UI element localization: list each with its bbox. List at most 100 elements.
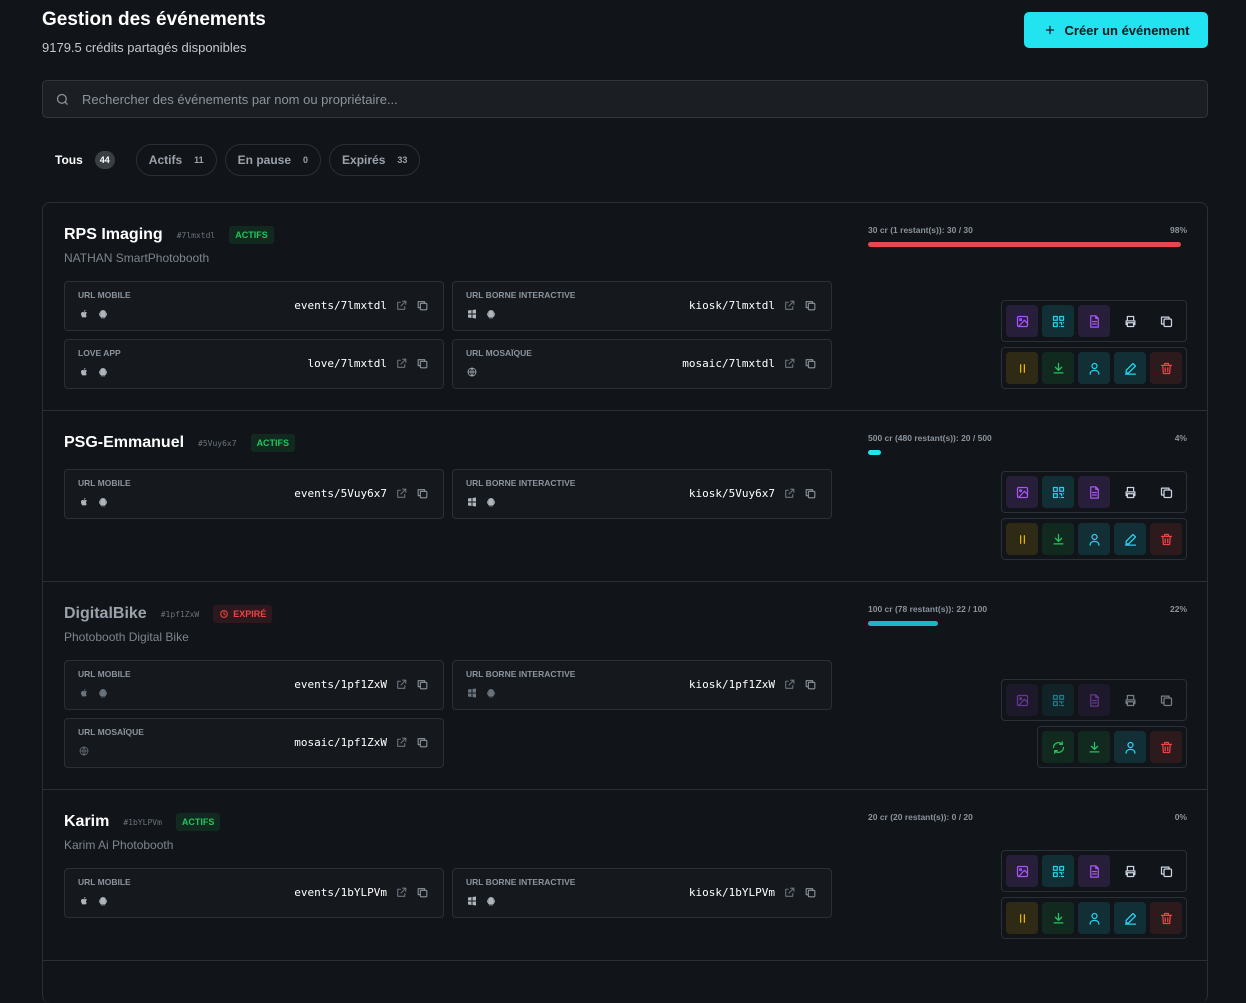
qr-button[interactable] — [1042, 684, 1074, 716]
ext-icon[interactable] — [783, 299, 796, 312]
user-button[interactable] — [1114, 731, 1146, 763]
ext-icon[interactable] — [783, 357, 796, 370]
copy-icon[interactable] — [804, 299, 817, 312]
filter-tab[interactable]: Actifs 11 — [135, 144, 217, 176]
url-grid: URL MOBILE events/1bYLPVm URL BORNE INTERA… — [64, 868, 832, 918]
tab-count: 0 — [303, 155, 309, 165]
url-path-row: mosaic/7lmxtdl — [682, 357, 817, 370]
user-button[interactable] — [1078, 523, 1110, 555]
pause-icon — [1019, 363, 1025, 373]
doc-icon — [1089, 314, 1099, 328]
pause-button[interactable] — [1006, 523, 1038, 555]
trash-button[interactable] — [1150, 902, 1182, 934]
event-info: DigitalBike #1pf1ZxW EXPIRÉ Photobooth Digi… — [64, 604, 832, 768]
edit-button[interactable] — [1114, 902, 1146, 934]
tab-label: Tous — [55, 153, 83, 167]
url-path: kiosk/7lmxtdl — [688, 299, 775, 312]
ext-icon[interactable] — [395, 357, 408, 370]
download-button[interactable] — [1078, 731, 1110, 763]
ext-icon[interactable] — [783, 678, 796, 691]
user-button[interactable] — [1078, 352, 1110, 384]
action-buttons — [868, 284, 1187, 389]
ext-icon[interactable] — [783, 886, 796, 899]
apple-icon — [81, 498, 87, 506]
user-button[interactable] — [1078, 902, 1110, 934]
event-card: Karim #1bYLPVm ACTIFS Karim Ai Photobooth UR… — [43, 790, 1207, 961]
ext-icon[interactable] — [395, 299, 408, 312]
copy-button[interactable] — [1150, 305, 1182, 337]
progress-track — [868, 450, 1187, 455]
doc-button[interactable] — [1078, 684, 1110, 716]
url-box: URL BORNE INTERACTIVE kiosk/1bYLPVm — [452, 868, 832, 918]
print-button[interactable] — [1114, 476, 1146, 508]
url-label: LOVE APP — [78, 348, 121, 358]
trash-button[interactable] — [1150, 523, 1182, 555]
pause-button[interactable] — [1006, 902, 1038, 934]
copy-button[interactable] — [1150, 855, 1182, 887]
edit-button[interactable] — [1114, 352, 1146, 384]
event-card: PSG-Emmanuel #5Vuy6x7 ACTIFS URL MOBILE even… — [43, 411, 1207, 582]
refresh-button[interactable] — [1042, 731, 1074, 763]
ext-icon[interactable] — [395, 678, 408, 691]
print-button[interactable] — [1114, 305, 1146, 337]
button-group — [1001, 471, 1187, 513]
event-id: #7lmxtdl — [176, 230, 216, 240]
filter-tab[interactable]: Tous 44 — [42, 144, 128, 176]
windows-icon — [468, 688, 476, 698]
ext-icon[interactable] — [395, 736, 408, 749]
image-button[interactable] — [1006, 684, 1038, 716]
url-box: URL BORNE INTERACTIVE kiosk/1pf1ZxW — [452, 660, 832, 710]
filter-tab[interactable]: En pause 0 — [224, 144, 322, 176]
event-side: 30 cr (1 restant(s)): 30 / 30 98% — [868, 225, 1187, 389]
search-box[interactable]: Rechercher des événements par nom ou pro… — [42, 80, 1208, 118]
url-path: events/7lmxtdl — [294, 299, 387, 312]
pause-button[interactable] — [1006, 352, 1038, 384]
image-button[interactable] — [1006, 855, 1038, 887]
tab-count: 33 — [397, 155, 408, 165]
search-placeholder: Rechercher des événements par nom ou pro… — [82, 91, 398, 107]
copy-icon[interactable] — [416, 736, 429, 749]
copy-icon[interactable] — [416, 299, 429, 312]
trash-button[interactable] — [1150, 731, 1182, 763]
copy-button[interactable] — [1150, 684, 1182, 716]
copy-icon[interactable] — [804, 678, 817, 691]
doc-button[interactable] — [1078, 855, 1110, 887]
download-button[interactable] — [1042, 352, 1074, 384]
print-button[interactable] — [1114, 684, 1146, 716]
credit-row: 100 cr (78 restant(s)): 22 / 100 22% — [868, 604, 1187, 618]
doc-button[interactable] — [1078, 476, 1110, 508]
doc-icon — [1089, 485, 1099, 499]
filter-tab[interactable]: Expirés 33 — [329, 144, 421, 176]
ext-icon[interactable] — [783, 487, 796, 500]
print-button[interactable] — [1114, 855, 1146, 887]
copy-button[interactable] — [1150, 476, 1182, 508]
status-label: ACTIFS — [256, 438, 290, 448]
copy-icon[interactable] — [804, 487, 817, 500]
windows-icon — [468, 896, 476, 906]
download-button[interactable] — [1042, 902, 1074, 934]
download-button[interactable] — [1042, 523, 1074, 555]
edit-button[interactable] — [1114, 523, 1146, 555]
action-buttons — [868, 663, 1187, 768]
url-path: events/1pf1ZxW — [294, 678, 387, 691]
event-name: RPS Imaging — [64, 226, 163, 243]
copy-icon[interactable] — [804, 357, 817, 370]
copy-icon[interactable] — [804, 886, 817, 899]
android-icon — [99, 897, 107, 906]
qr-button[interactable] — [1042, 305, 1074, 337]
trash-button[interactable] — [1150, 352, 1182, 384]
copy-icon[interactable] — [416, 357, 429, 370]
url-box: URL MOSAÏQUE mosaic/1pf1ZxW — [64, 718, 444, 768]
copy-icon[interactable] — [416, 886, 429, 899]
ext-icon[interactable] — [395, 487, 408, 500]
qr-button[interactable] — [1042, 476, 1074, 508]
button-group — [1001, 897, 1187, 939]
ext-icon[interactable] — [395, 886, 408, 899]
copy-icon[interactable] — [416, 487, 429, 500]
doc-button[interactable] — [1078, 305, 1110, 337]
image-button[interactable] — [1006, 476, 1038, 508]
qr-button[interactable] — [1042, 855, 1074, 887]
image-button[interactable] — [1006, 305, 1038, 337]
create-button[interactable]: Créer un événement — [1024, 12, 1208, 48]
copy-icon[interactable] — [416, 678, 429, 691]
